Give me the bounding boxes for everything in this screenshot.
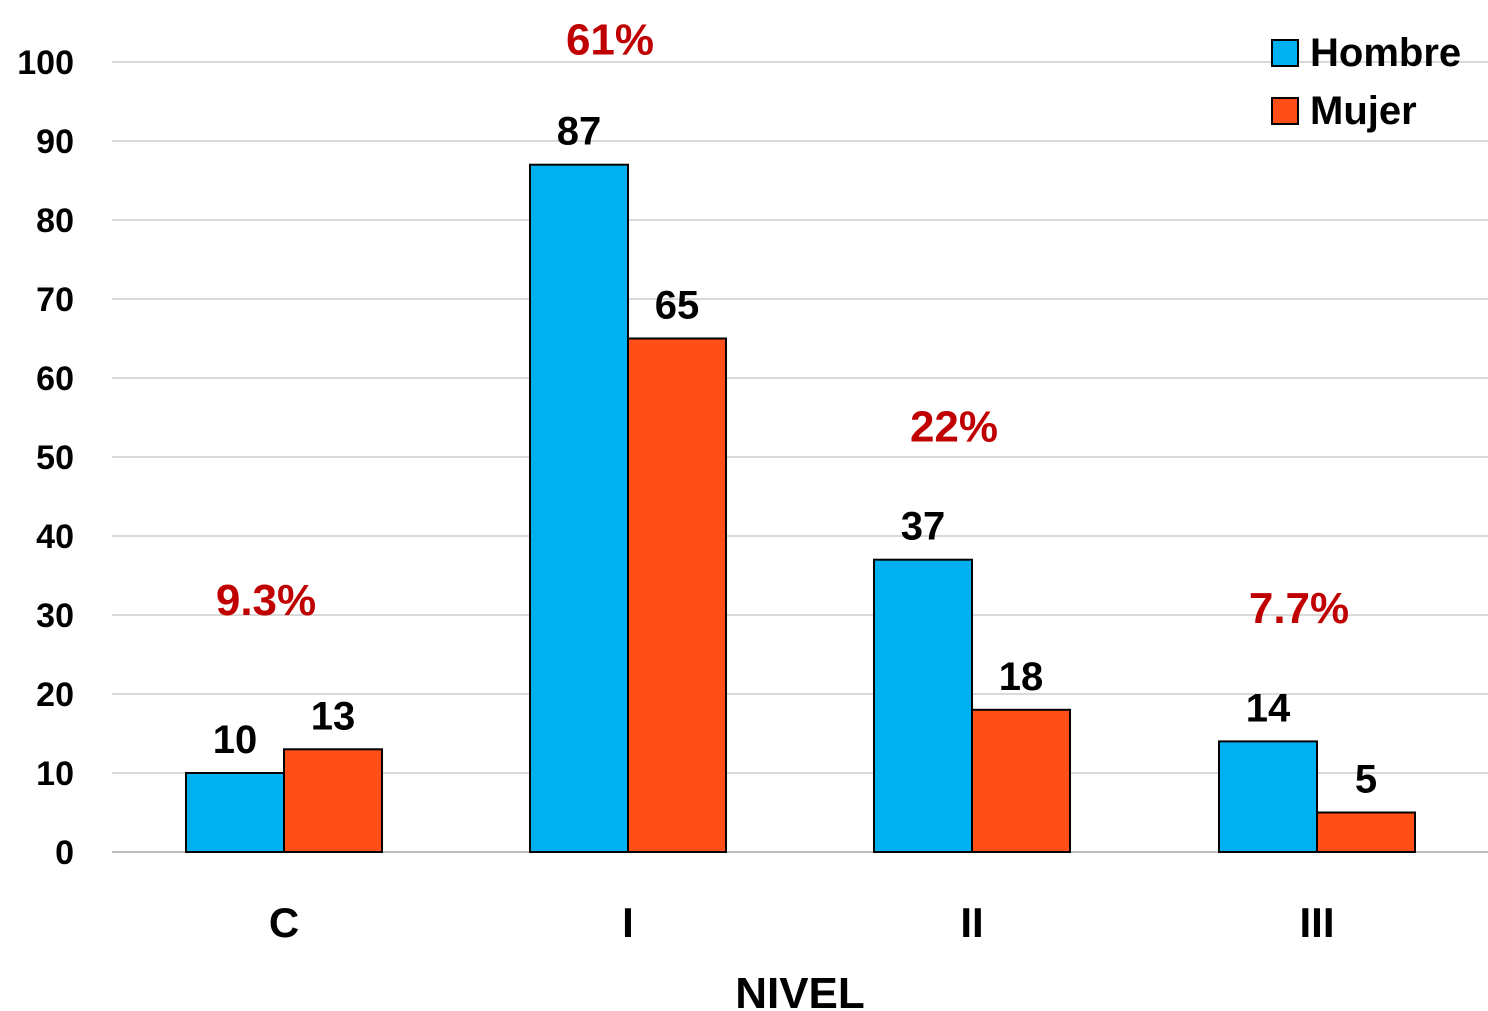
bar-mujer-i [627,337,727,853]
percentage-label: 9.3% [216,576,316,625]
category-label: C [269,899,299,946]
value-labels: 10 87 37 14 13 65 18 5 [213,110,1377,802]
value-label: 13 [311,694,356,738]
y-tick-label: 20 [36,676,74,714]
y-tick-label: 30 [36,597,74,635]
value-label: 5 [1355,758,1377,802]
legend-swatch [1271,97,1299,125]
y-tick-label: 10 [36,755,74,793]
bar-hombre-iii [1218,740,1318,854]
value-label: 65 [655,284,700,328]
y-tick-label: 80 [36,202,74,240]
x-axis-categories: C I II III [269,899,1335,946]
bar-mujer-iii [1316,811,1416,853]
legend-swatch [1271,39,1299,67]
percentage-label: 61% [566,15,654,64]
y-axis-ticks: 0 10 20 30 40 50 60 70 80 90 100 [17,44,74,872]
y-tick-label: 100 [17,44,74,82]
percentage-label: 22% [910,402,998,451]
bar-mujer-c [283,748,383,853]
y-tick-label: 0 [55,834,74,872]
bar-hombre-ii [873,558,973,853]
legend-label: Hombre [1310,31,1461,75]
category-label: II [960,899,983,946]
percentage-label: 7.7% [1249,584,1349,633]
value-label: 18 [999,655,1044,699]
y-tick-label: 60 [36,360,74,398]
value-label: 37 [901,505,946,549]
legend: Hombre Mujer [1271,31,1461,133]
y-tick-label: 90 [36,123,74,161]
y-tick-label: 50 [36,439,74,477]
value-label: 14 [1246,686,1291,730]
percentage-annotations: 9.3% 61% 22% 7.7% [216,15,1349,633]
legend-label: Mujer [1310,89,1417,133]
category-label: I [622,899,634,946]
bars [185,163,1416,854]
category-label: III [1299,899,1334,946]
bar-hombre-i [529,163,629,853]
value-label: 87 [557,110,602,154]
y-tick-label: 70 [36,281,74,319]
bar-mujer-ii [971,708,1071,853]
x-axis-label: NIVEL [735,969,865,1011]
value-label: 10 [213,718,258,762]
bar-hombre-c [185,772,285,853]
y-tick-label: 40 [36,518,74,556]
